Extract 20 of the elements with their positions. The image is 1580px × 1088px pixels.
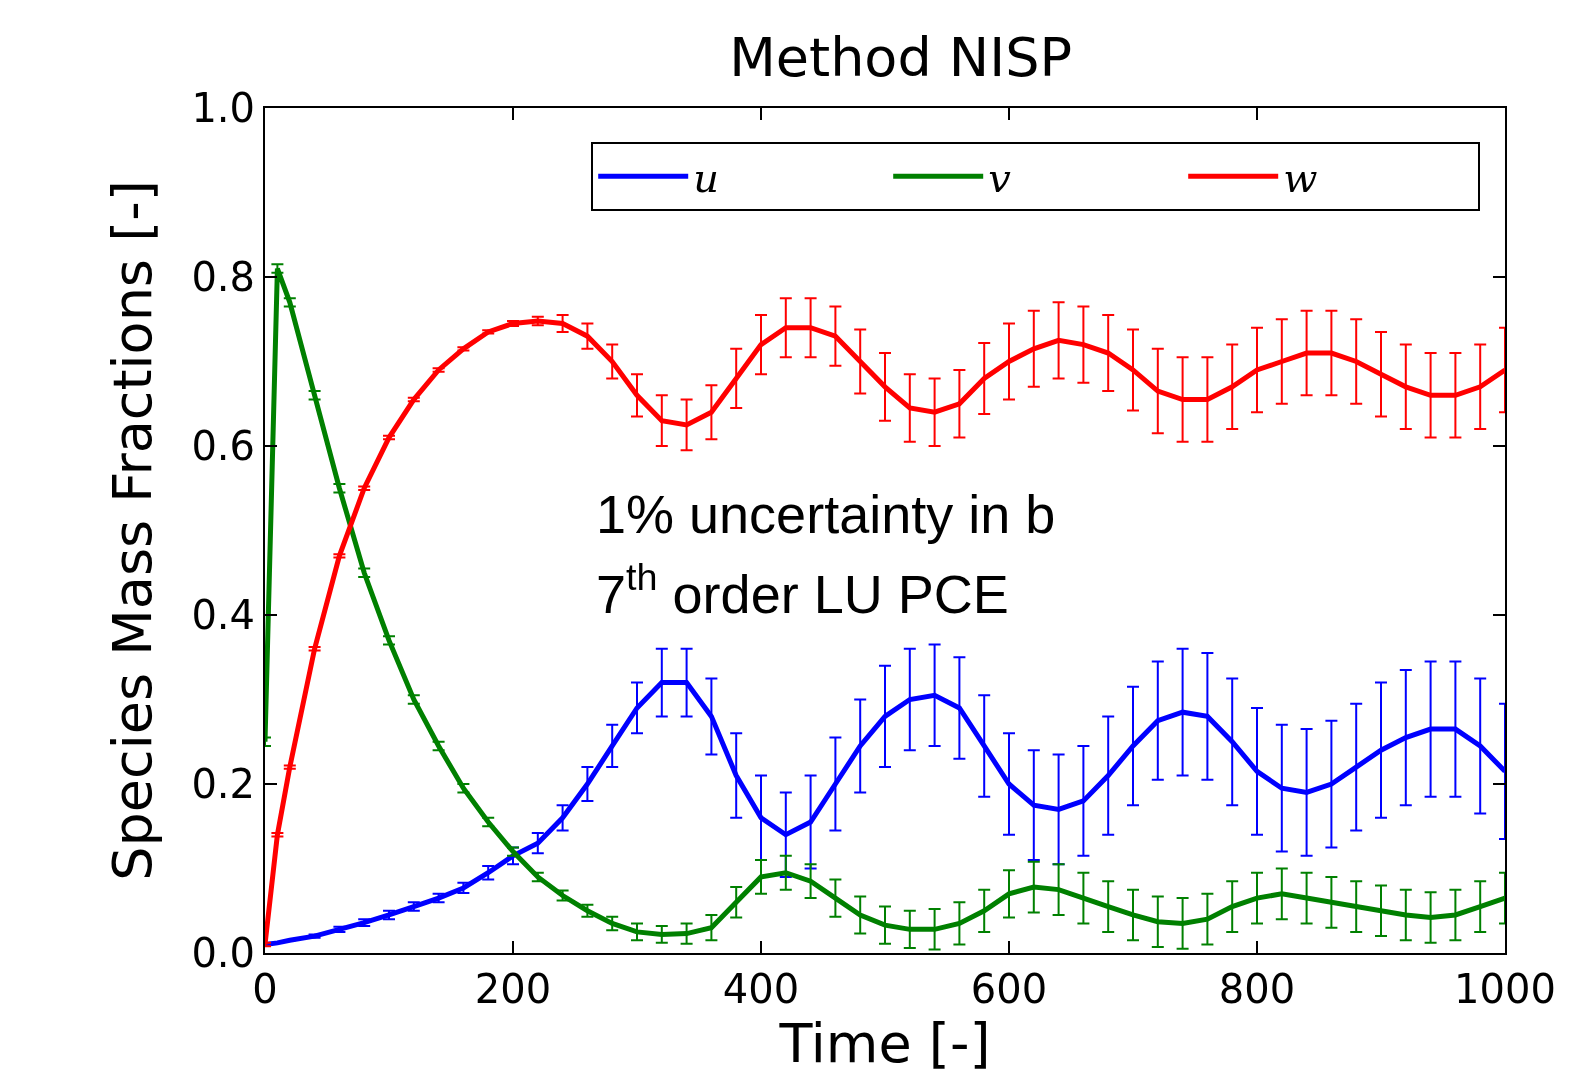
y-tick-label: 0.0 bbox=[191, 930, 255, 976]
legend-label: u bbox=[693, 154, 719, 201]
x-axis-title: Time [-] bbox=[778, 1012, 991, 1075]
annotation: 1% uncertainty in b bbox=[596, 484, 1056, 544]
x-tick-label: 400 bbox=[722, 966, 800, 1012]
legend-label: w bbox=[1283, 154, 1318, 201]
y-tick-label: 0.4 bbox=[191, 592, 255, 638]
y-tick-label: 1.0 bbox=[191, 85, 255, 131]
x-tick-label: 600 bbox=[970, 966, 1048, 1012]
y-tick-label: 0.2 bbox=[191, 761, 255, 807]
x-tick-label: 800 bbox=[1218, 966, 1296, 1012]
y-axis-title: Species Mass Fractions [-] bbox=[101, 180, 165, 881]
x-tick-label: 0 bbox=[252, 966, 278, 1012]
y-tick-label: 0.6 bbox=[191, 423, 255, 469]
x-tick-label: 1000 bbox=[1454, 966, 1556, 1012]
annotation: 7$^{th}$ order LU PCE bbox=[596, 556, 1009, 624]
x-tick-label: 200 bbox=[474, 966, 552, 1012]
y-tick-label: 0.8 bbox=[191, 254, 255, 300]
legend-label: v bbox=[988, 154, 1012, 201]
chart-title: Method NISP bbox=[729, 26, 1073, 90]
